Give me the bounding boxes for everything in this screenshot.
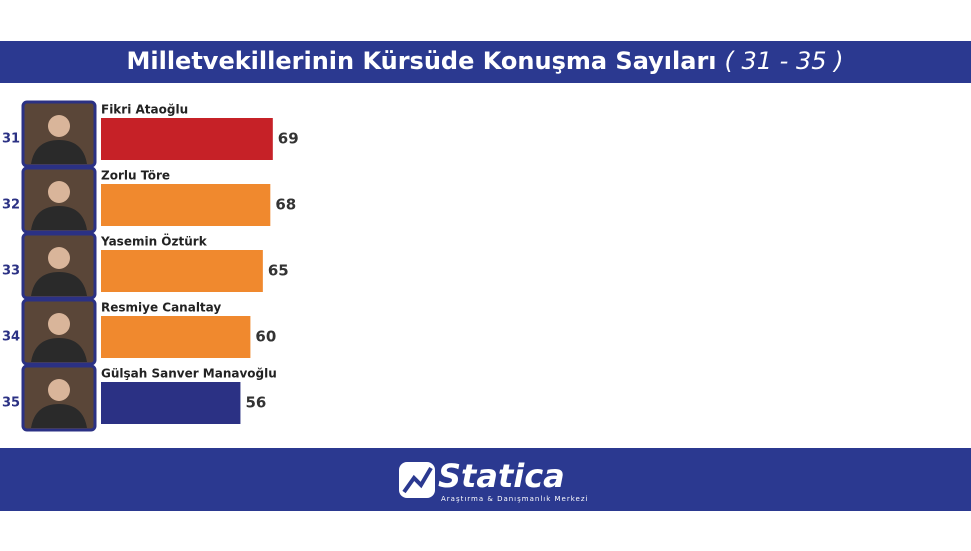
tagline: Araştırma & Danışmanlık Merkezi [441, 495, 588, 503]
photo-head [48, 247, 70, 269]
photo-body [31, 272, 87, 296]
value-label: 65 [268, 262, 289, 280]
photo-head [48, 313, 70, 335]
photo-body [31, 404, 87, 428]
title: Milletvekillerinin Kürsüde Konuşma Sayıl… [126, 47, 843, 75]
photo-body [31, 206, 87, 230]
category-label: Zorlu Töre [101, 169, 170, 183]
chart-title: Milletvekillerinin Kürsüde Konuşma Sayıl… [126, 47, 716, 75]
row: 34 Resmiye Canaltay 60 [2, 298, 276, 366]
value-label: 68 [275, 196, 296, 214]
value-label: 69 [278, 130, 299, 148]
photo-head [48, 115, 70, 137]
bar [101, 118, 273, 160]
value-label: 60 [255, 328, 276, 346]
rank-label: 33 [2, 264, 20, 279]
photo-body [31, 338, 87, 362]
bar [101, 316, 251, 358]
row: 32 Zorlu Töre 68 [2, 166, 296, 234]
rank-label: 34 [2, 330, 20, 345]
title-range: ( 31 - 35 ) [725, 47, 844, 75]
category-label: Gülşah Sanver Manavoğlu [101, 367, 277, 381]
category-label: Yasemin Öztürk [100, 234, 208, 249]
bar [101, 184, 271, 226]
footer-band [0, 448, 971, 511]
brand: Statica [438, 457, 565, 495]
category-label: Fikri Ataoğlu [101, 103, 188, 117]
row: 33 Yasemin Öztürk 65 [2, 232, 289, 300]
row: 31 Fikri Ataoğlu 69 [2, 100, 299, 168]
bar [101, 382, 241, 424]
rank-label: 32 [2, 198, 20, 213]
rank-label: 31 [2, 132, 20, 147]
category-label: Resmiye Canaltay [101, 301, 221, 315]
header-band [0, 41, 971, 83]
rank-label: 35 [2, 396, 20, 411]
logo-arrow [402, 466, 433, 494]
bar [101, 250, 263, 292]
photo-head [48, 379, 70, 401]
logo: Statica Araştırma & Danışmanlık Merkezi [399, 457, 588, 503]
value-label: 56 [245, 394, 266, 412]
photo-body [31, 140, 87, 164]
photo-head [48, 181, 70, 203]
row: 35 Gülşah Sanver Manavoğlu 56 [2, 364, 277, 432]
